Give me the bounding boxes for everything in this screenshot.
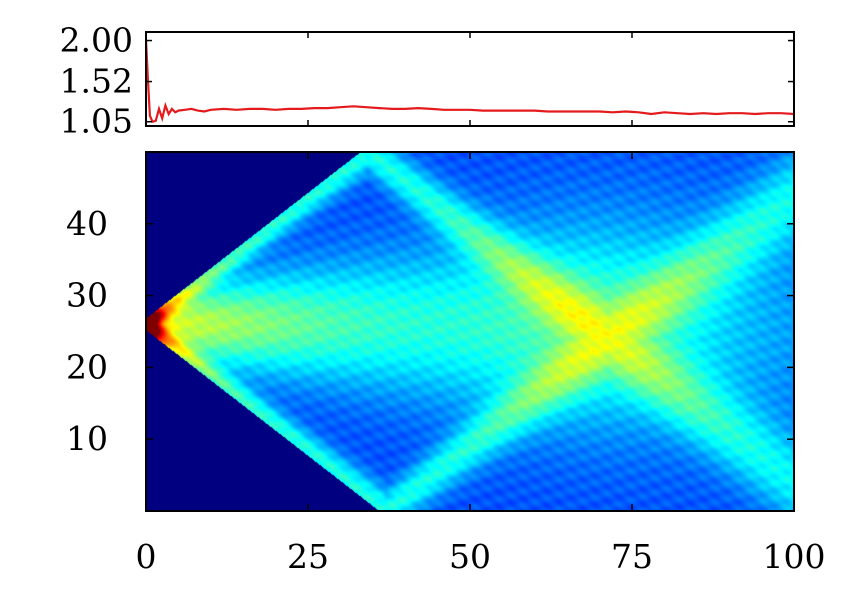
- heatmap-x-tick-label: 50: [449, 537, 491, 576]
- heatmap-canvas: [146, 152, 794, 511]
- heatmap-y-tick-label: 30: [66, 276, 108, 315]
- heatmap-y-tick-labels: 10 20 30 40: [66, 204, 108, 458]
- heatmap-ticks: [145, 152, 795, 511]
- series-line: [146, 40, 794, 123]
- heatmap-image: [146, 152, 794, 511]
- heatmap-x-tick-label: 100: [763, 537, 826, 576]
- heatmap-y-tick-label: 40: [66, 204, 108, 243]
- line-y-tick-label: 2.00: [60, 21, 133, 60]
- heatmap-y-tick-label: 10: [66, 419, 108, 458]
- heatmap-x-tick-label: 0: [136, 537, 157, 576]
- heatmap-y-tick-label: 20: [66, 347, 108, 386]
- heatmap-x-tick-label: 25: [287, 537, 329, 576]
- line-y-tick-labels: 2.001.521.05: [60, 21, 133, 141]
- line-y-tick-label: 1.05: [60, 102, 133, 141]
- line-plot-background: [146, 32, 794, 126]
- heatmap-x-tick-label: 75: [611, 537, 653, 576]
- heatmap-chart: 0 25 50 75 100 10 20 30 40: [66, 151, 826, 576]
- line-plot-ticks: [145, 32, 795, 126]
- heatmap-x-tick-labels: 0 25 50 75 100: [136, 537, 826, 576]
- line-y-tick-label: 1.52: [60, 62, 133, 101]
- line-chart: 2.001.521.05: [60, 21, 795, 141]
